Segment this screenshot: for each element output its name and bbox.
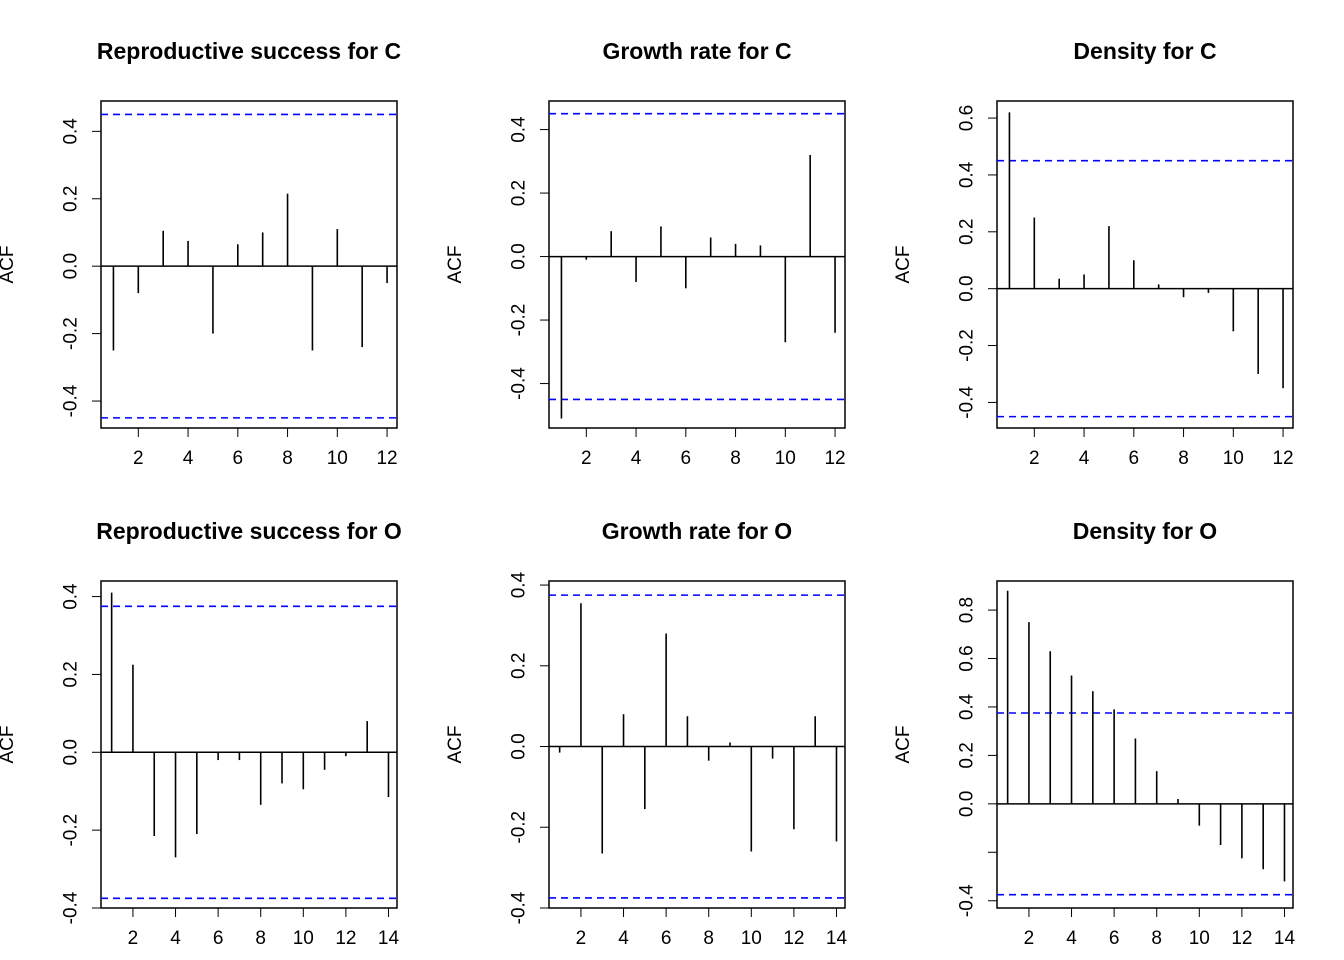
x-tick-label: 12 [824,448,845,469]
x-tick-label: 10 [1223,448,1244,469]
plot-frame [548,100,846,429]
x-tick-label: 14 [826,928,848,949]
panel-title: Growth rate for O [602,518,792,544]
x-tick-label: 4 [1066,928,1077,949]
acf-panel-4: Reproductive success for O ACF 2 4 6 8 10 12 14 -… [0,518,402,949]
x-tick-label: 2 [581,448,592,469]
panel-title: Density for C [1073,38,1216,64]
y-tick-label: -0.2 [61,317,82,350]
x-tick-label: 8 [1151,928,1162,949]
y-tick-label: 0.4 [957,161,978,188]
x-tick-label: 12 [783,928,804,949]
y-tick-label: 0.4 [957,693,978,720]
plot-frame [100,100,398,429]
x-tick-label: 6 [681,448,692,469]
y-tick-label: -0.4 [509,367,530,400]
x-tick-label: 2 [1024,928,1035,949]
y-axis-label: ACF [0,246,18,284]
x-tick-label: 14 [1274,928,1296,949]
y-tick-label: -0.2 [61,814,82,847]
panel-title: Reproductive success for C [97,38,401,64]
y-tick-label: 0.8 [957,597,978,623]
x-tick-label: 2 [133,448,144,469]
y-tick-label: 0.0 [61,253,82,279]
y-axis-label: ACF [893,246,914,284]
y-tick-label: -0.4 [61,384,82,417]
x-tick-label: 4 [631,448,642,469]
y-tick-label: 0.4 [61,118,82,145]
y-tick-label: 0.2 [61,661,82,687]
y-tick-label: 0.2 [957,219,978,245]
x-tick-label: 6 [661,928,672,949]
x-tick-label: 4 [618,928,629,949]
acf-panel-1: Reproductive success for C ACF 2 4 6 8 10 12 -0.… [0,38,401,469]
panel-title: Density for O [1073,518,1217,544]
y-axis-label: ACF [0,726,18,764]
x-tick-label: 4 [170,928,181,949]
x-tick-label: 2 [1029,448,1040,469]
y-tick-label: 0.2 [509,180,530,206]
x-tick-label: 8 [703,928,714,949]
y-tick-label: 0.4 [509,116,530,143]
y-tick-label: 0.0 [509,733,530,759]
plot-frame [996,100,1294,429]
y-tick-label: 0.2 [61,186,82,212]
panel-title: Growth rate for C [602,38,791,64]
y-tick-label: -0.2 [509,304,530,337]
y-tick-label: 0.0 [957,275,978,301]
y-tick-label: -0.4 [509,891,530,924]
y-tick-label: 0.0 [509,243,530,269]
x-tick-label: 10 [741,928,762,949]
y-axis-label: ACF [893,726,914,764]
y-tick-label: 0.4 [61,583,82,610]
panel-title: Reproductive success for O [96,518,402,544]
x-tick-label: 10 [1189,928,1210,949]
x-tick-label: 12 [1272,448,1293,469]
plot-frame [100,580,398,909]
x-tick-label: 8 [255,928,266,949]
x-tick-label: 4 [1079,448,1090,469]
x-tick-label: 8 [282,448,293,469]
y-tick-label: 0.6 [957,645,978,671]
y-tick-label: -0.2 [509,811,530,844]
acf-panel-2: Growth rate for C ACF 2 4 6 8 10 12 -0.4 -0.2 0.0 0… [445,38,846,469]
x-tick-label: 12 [335,928,356,949]
x-tick-label: 14 [378,928,400,949]
x-tick-label: 6 [1109,928,1120,949]
y-tick-label: -0.4 [957,386,978,419]
y-tick-label: -0.2 [957,329,978,362]
x-tick-label: 2 [128,928,139,949]
x-tick-label: 12 [376,448,397,469]
y-tick-label: 0.0 [957,791,978,817]
y-tick-label: -0.4 [957,884,978,917]
acf-panel-6: Density for O ACF 2 4 6 8 10 12 14 -0.4 0.0 0.2 0.4 0… [893,518,1295,949]
x-tick-label: 10 [327,448,348,469]
x-tick-label: 6 [1129,448,1140,469]
acf-panel-5: Growth rate for O ACF 2 4 6 8 10 12 14 -0.4 -0.2 0.… [445,518,847,949]
x-tick-label: 8 [1178,448,1189,469]
plot-frame [996,580,1294,909]
y-tick-label: 0.2 [509,653,530,679]
x-tick-label: 12 [1231,928,1252,949]
acf-panel-3: Density for C ACF 2 4 6 8 10 12 -0.4 -0.2 0.0 0.2 0.… [893,38,1294,469]
x-tick-label: 6 [233,448,244,469]
y-tick-label: 0.6 [957,105,978,131]
y-axis-label: ACF [445,726,466,764]
x-tick-label: 4 [183,448,194,469]
plot-frame [548,580,846,909]
y-tick-label: 0.0 [61,739,82,765]
y-tick-label: 0.4 [509,571,530,598]
x-tick-label: 6 [213,928,224,949]
y-tick-label: -0.4 [61,891,82,924]
y-axis-label: ACF [445,246,466,284]
y-tick-label: 0.2 [957,742,978,768]
x-tick-label: 10 [775,448,796,469]
x-tick-label: 10 [293,928,314,949]
x-tick-label: 2 [576,928,587,949]
x-tick-label: 8 [730,448,741,469]
